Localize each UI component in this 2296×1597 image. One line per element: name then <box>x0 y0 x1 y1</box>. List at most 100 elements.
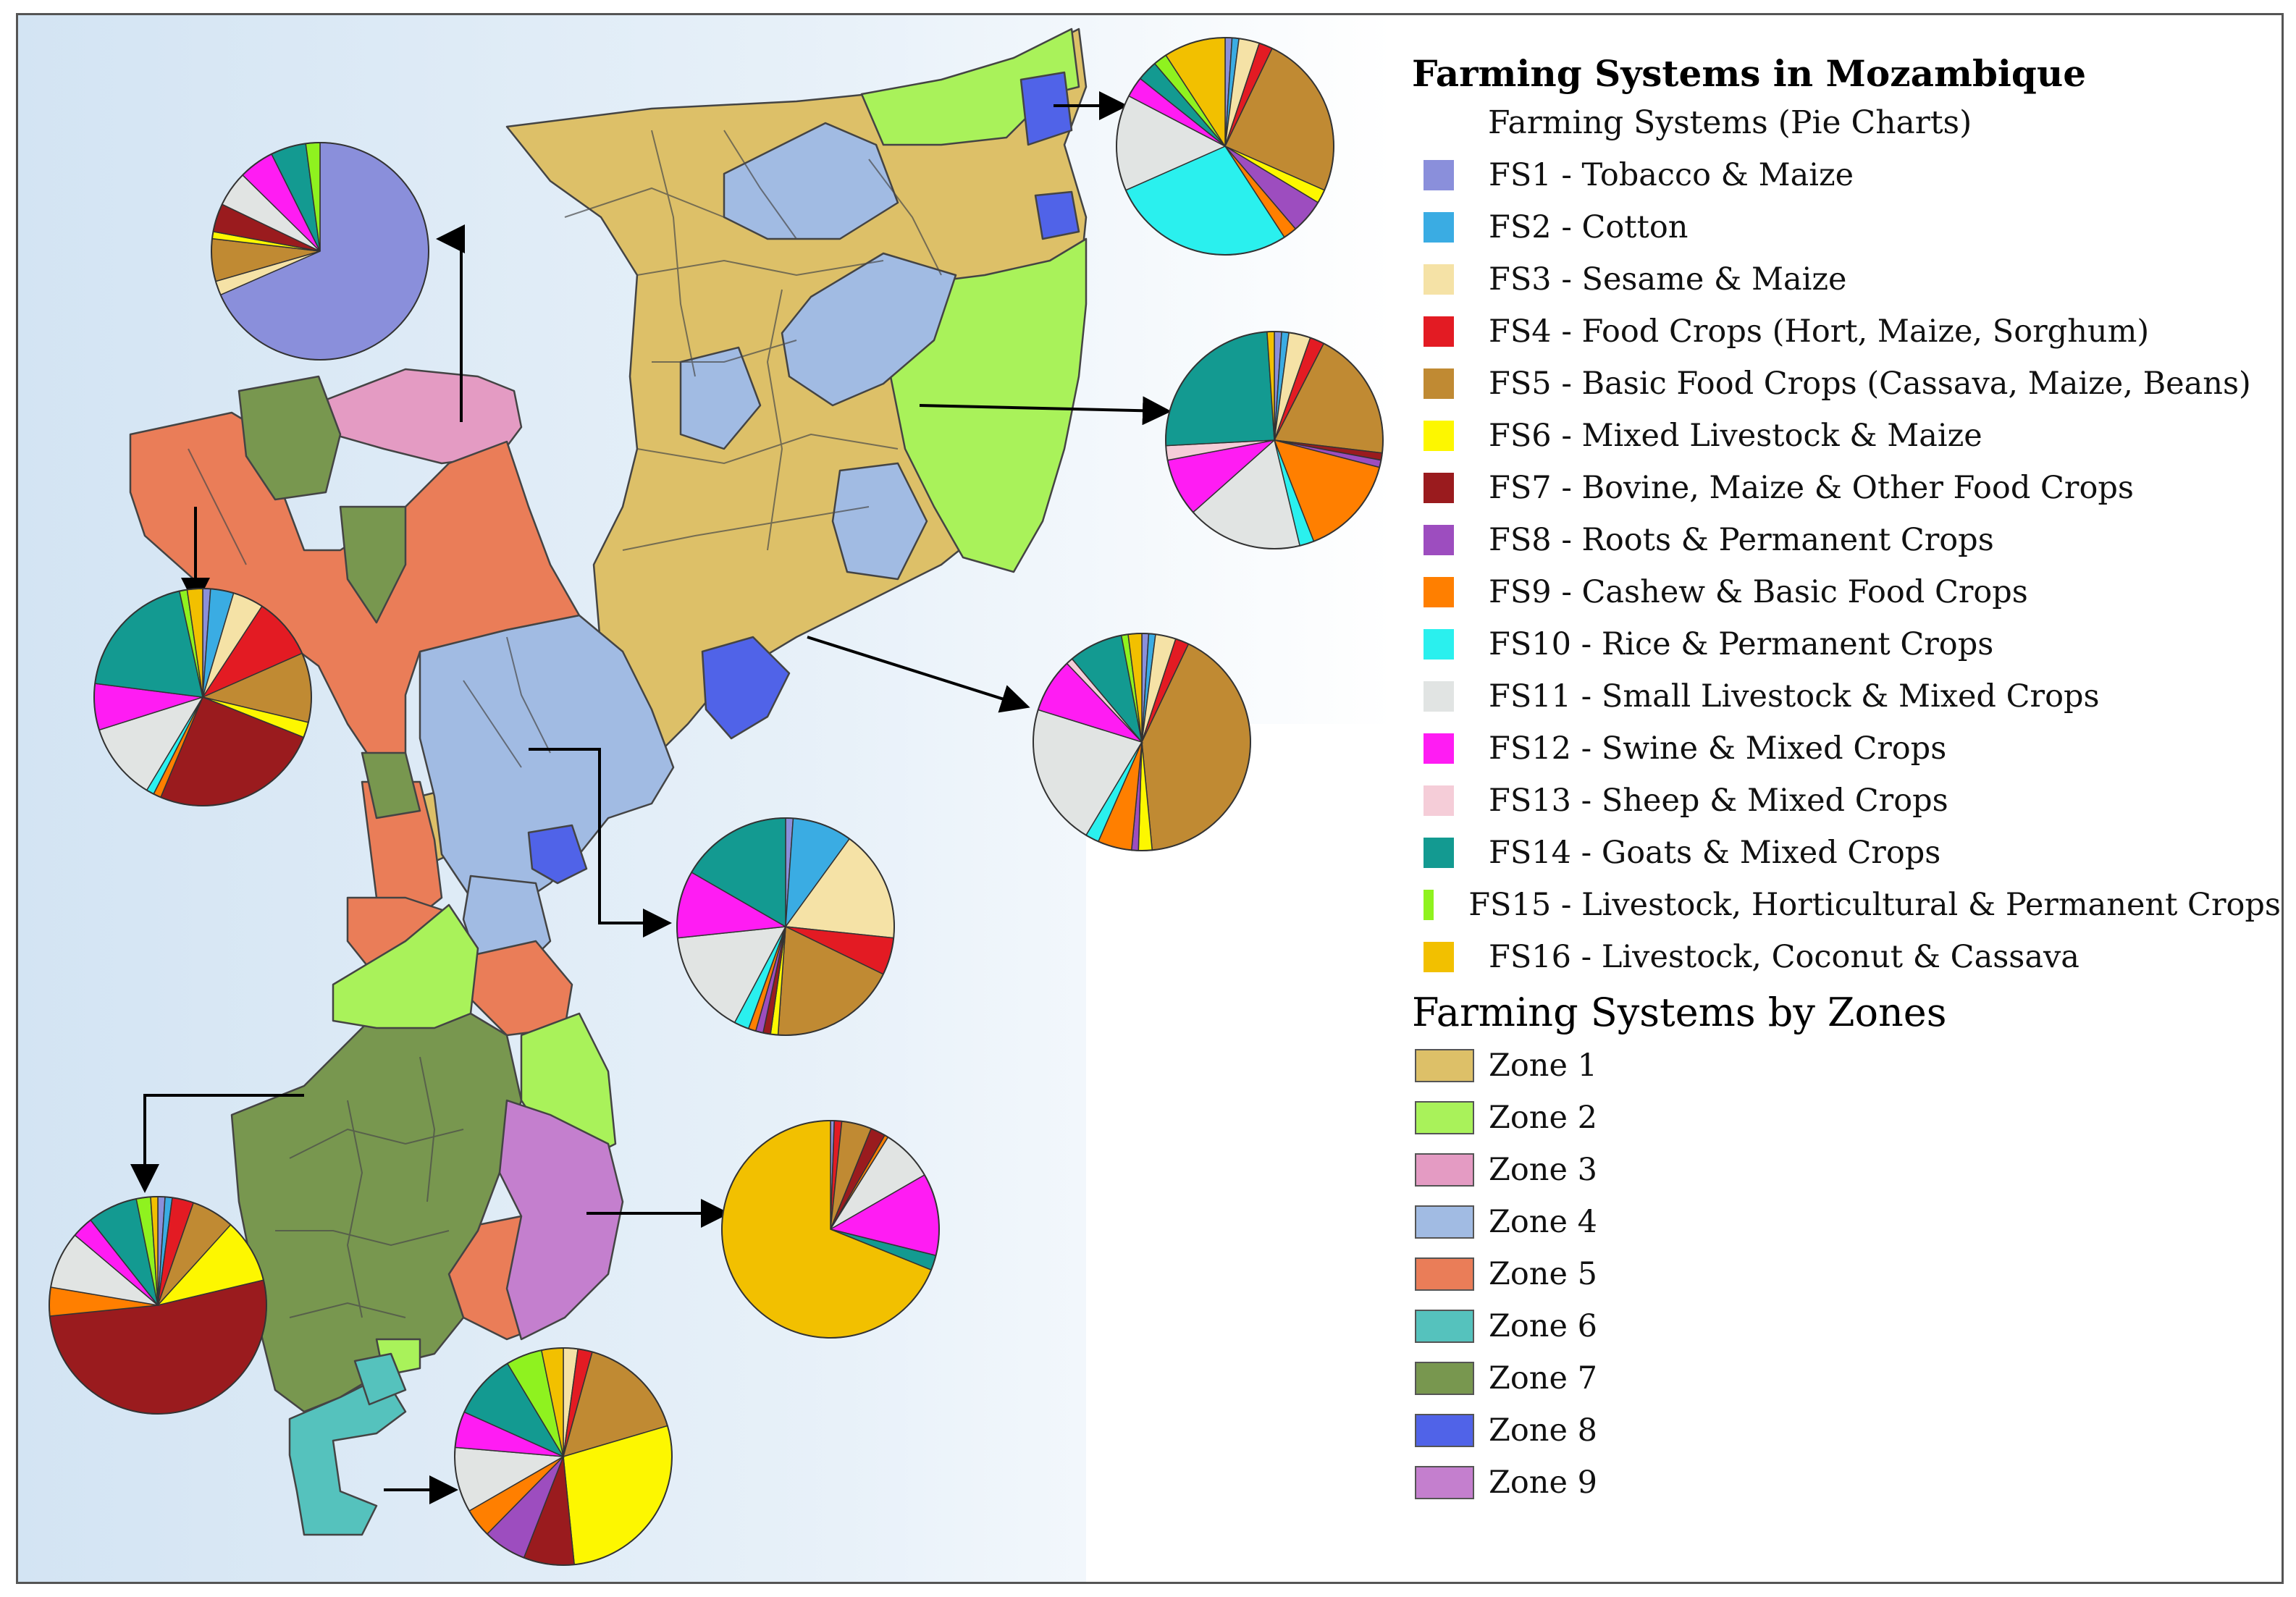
zone-label: Zone 9 <box>1489 1465 1597 1501</box>
fs-swatch <box>1424 316 1454 347</box>
pie-zone-6-outline <box>454 1347 673 1566</box>
fs-swatch <box>1424 160 1454 190</box>
zone-3-region <box>310 368 523 465</box>
zone-legend-item-9: Zone 9 <box>1412 1457 2281 1509</box>
zone-4-central-north <box>781 252 957 407</box>
fs-legend-item-fs15: FS15 - Livestock, Horticultural & Perman… <box>1412 879 2281 931</box>
zone-swatch <box>1415 1414 1474 1447</box>
fs-swatch <box>1424 838 1454 868</box>
arrow-zone-7 <box>130 1094 304 1193</box>
fs-legend-item-fs2: FS2 - Cotton <box>1412 201 2281 253</box>
pie-legend-title: Farming Systems (Pie Charts) <box>1488 104 1972 141</box>
zone-9-region <box>498 1099 624 1341</box>
ocean-white <box>1086 724 1390 1582</box>
pie-zone-2-outline <box>1165 331 1384 549</box>
fs-legend-item-fs11: FS11 - Small Livestock & Mixed Crops <box>1412 670 2281 722</box>
fs-legend-item-fs4: FS4 - Food Crops (Hort, Maize, Sorghum) <box>1412 306 2281 358</box>
zone-8-northeast <box>1034 190 1080 240</box>
fs-swatch <box>1424 577 1454 607</box>
fs-swatch <box>1424 629 1454 660</box>
zone-label: Zone 5 <box>1489 1256 1597 1292</box>
zone-swatch <box>1415 1362 1474 1395</box>
farming-systems-legend: FS1 - Tobacco & Maize FS2 - Cotton FS3 - S… <box>1412 149 2281 983</box>
fs-swatch <box>1424 212 1454 243</box>
fs-label: FS12 - Swine & Mixed Crops <box>1489 730 1947 767</box>
pie-zone-4-outline <box>676 817 895 1036</box>
fs-swatch <box>1424 473 1454 503</box>
arrow-zone-2 <box>919 396 1172 426</box>
fs-legend-item-fs13: FS13 - Sheep & Mixed Crops <box>1412 775 2281 827</box>
zone-label: Zone 2 <box>1489 1100 1597 1136</box>
pie-zone-7-outline <box>49 1196 267 1415</box>
zone-4-mideast <box>831 462 928 581</box>
arrows-layer <box>130 91 1172 1504</box>
fs-legend-item-fs7: FS7 - Bovine, Maize & Other Food Crops <box>1412 462 2281 514</box>
district-borders <box>188 130 942 1318</box>
fs-label: FS9 - Cashew & Basic Food Crops <box>1489 574 2028 610</box>
fs-swatch <box>1424 890 1434 920</box>
fs-label: FS8 - Roots & Permanent Crops <box>1489 522 1994 558</box>
zone-label: Zone 6 <box>1489 1308 1597 1344</box>
zone-label: Zone 1 <box>1489 1048 1597 1084</box>
zone-8-centre <box>701 636 791 740</box>
pie-zone-6 <box>454 1347 673 1566</box>
pie-zone-4 <box>676 817 895 1036</box>
zone-2-central-south <box>332 903 479 1029</box>
pie-zone-8 <box>1116 37 1334 256</box>
zone-legend-item-6: Zone 6 <box>1412 1300 2281 1352</box>
zone-legend-item-7: Zone 7 <box>1412 1352 2281 1404</box>
pie-zone-2 <box>1165 331 1384 549</box>
fs-swatch <box>1424 681 1454 712</box>
fs-legend-item-fs16: FS16 - Livestock, Coconut & Cassava <box>1412 931 2281 983</box>
zone-4-central <box>419 614 675 914</box>
zone-4-north <box>723 122 899 240</box>
zone-label: Zone 3 <box>1489 1152 1597 1188</box>
zone-swatch <box>1415 1257 1474 1291</box>
fs-swatch <box>1424 942 1454 972</box>
arrow-zone-1 <box>807 636 1030 713</box>
fs-swatch <box>1424 368 1454 399</box>
fs-legend-item-fs5: FS5 - Basic Food Crops (Cassava, Maize, … <box>1412 358 2281 410</box>
fs-label: FS15 - Livestock, Horticultural & Perman… <box>1468 887 2281 923</box>
zone-legend-item-4: Zone 4 <box>1412 1196 2281 1248</box>
fs-label: FS13 - Sheep & Mixed Crops <box>1489 783 1948 819</box>
fs-legend-item-fs3: FS3 - Sesame & Maize <box>1412 253 2281 306</box>
zone-swatch <box>1415 1153 1474 1187</box>
zone-legend-item-2: Zone 2 <box>1412 1092 2281 1144</box>
zone-label: Zone 7 <box>1489 1360 1597 1396</box>
pie-zone-8-outline <box>1116 37 1334 256</box>
zone-7-north-strip <box>339 505 407 624</box>
fs-label: FS1 - Tobacco & Maize <box>1489 157 1854 193</box>
zone-legend-item-5: Zone 5 <box>1412 1248 2281 1300</box>
zone-8-south <box>527 824 588 885</box>
fs-swatch <box>1424 525 1454 555</box>
fs-legend-item-fs8: FS8 - Roots & Permanent Crops <box>1412 514 2281 566</box>
arrow-zone-3 <box>436 224 465 422</box>
fs-label: FS14 - Goats & Mixed Crops <box>1489 835 1941 871</box>
fs-label: FS10 - Rice & Permanent Crops <box>1489 626 1994 662</box>
fs-legend-item-fs14: FS14 - Goats & Mixed Crops <box>1412 827 2281 879</box>
zone-swatch <box>1415 1205 1474 1239</box>
zone-8-north <box>1019 71 1073 146</box>
fs-swatch <box>1424 264 1454 295</box>
pie-zone-1-outline <box>1033 633 1251 851</box>
zone-swatch <box>1415 1310 1474 1343</box>
pie-zone-5 <box>93 588 312 806</box>
pie-zone-5-outline <box>93 588 312 806</box>
fs-label: FS3 - Sesame & Maize <box>1489 261 1847 298</box>
fs-label: FS6 - Mixed Livestock & Maize <box>1489 418 1982 454</box>
fs-legend-item-fs9: FS9 - Cashew & Basic Food Crops <box>1412 566 2281 618</box>
fs-label: FS4 - Food Crops (Hort, Maize, Sorghum) <box>1489 313 2150 350</box>
zone-label: Zone 4 <box>1489 1204 1597 1240</box>
zone-6-coast <box>353 1352 407 1406</box>
fs-label: FS11 - Small Livestock & Mixed Crops <box>1489 678 2100 715</box>
pie-zone-9-outline <box>721 1120 940 1339</box>
zone-7-west-pocket <box>361 751 421 819</box>
map-title: Farming Systems in Mozambique <box>1412 52 2087 95</box>
fs-swatch <box>1424 733 1454 764</box>
pies-layer <box>49 37 1384 1566</box>
fs-label: FS7 - Bovine, Maize & Other Food Crops <box>1489 470 2134 506</box>
zone-swatch <box>1415 1049 1474 1082</box>
fs-swatch <box>1424 785 1454 816</box>
